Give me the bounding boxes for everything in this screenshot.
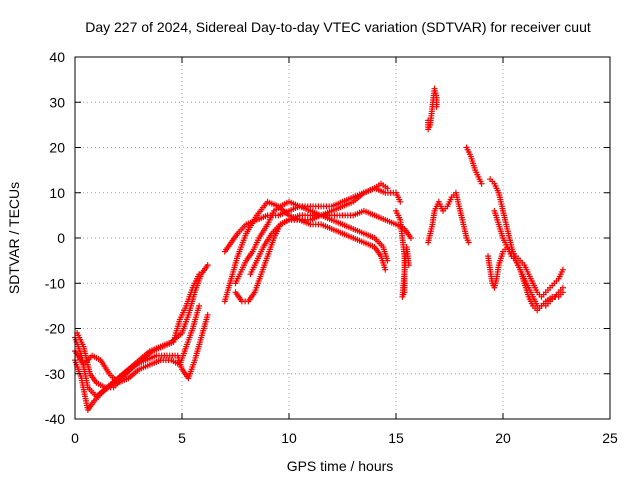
y-tick-label: -40 (45, 411, 65, 427)
data-point (407, 235, 414, 241)
x-tick-label: 20 (495, 430, 511, 446)
x-tick-label: 0 (71, 430, 79, 446)
data-point (382, 266, 389, 273)
data-point (433, 103, 440, 110)
chart-title: Day 227 of 2024, Sidereal Day-to-day VTE… (85, 19, 591, 35)
y-axis-label: SDTVAR / TECUs (6, 182, 22, 294)
data-point (397, 198, 404, 205)
data-point (196, 302, 203, 309)
data-point (204, 311, 211, 318)
x-tick-label: 5 (178, 430, 186, 446)
x-axis-label: GPS time / hours (287, 458, 394, 474)
data-points (72, 85, 566, 413)
data-point (559, 289, 566, 296)
y-tick-label: 20 (49, 140, 65, 156)
y-tick-label: -30 (45, 366, 65, 382)
data-point (478, 180, 485, 187)
data-point (465, 239, 472, 246)
data-point (196, 271, 203, 278)
x-tick-label: 15 (388, 430, 404, 446)
data-point (204, 262, 211, 269)
x-tick-label: 10 (281, 430, 297, 446)
y-tick-label: 40 (49, 49, 65, 65)
y-tick-label: 0 (57, 230, 65, 246)
y-tick-label: 30 (49, 94, 65, 110)
axis-ticks: 0 5 10 15 20 25 -40 -30 -20 -10 0 10 20 30 40 (45, 49, 618, 446)
data-point (405, 262, 412, 269)
y-tick-label: 10 (49, 185, 65, 201)
grid-lines (75, 57, 610, 419)
y-tick-label: -20 (45, 321, 65, 337)
x-tick-label: 25 (602, 430, 618, 446)
y-tick-label: -10 (45, 275, 65, 291)
data-point (559, 266, 566, 273)
